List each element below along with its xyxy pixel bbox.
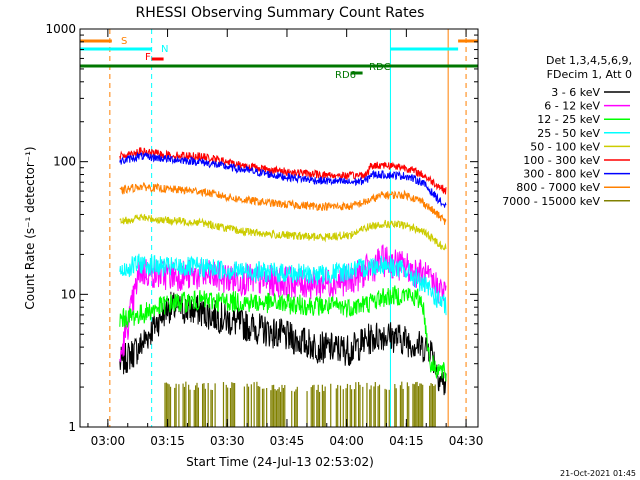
- y-tick-label: 100: [53, 155, 76, 169]
- x-axis: 03:00 03:15 03:30 03:45 04:00 04:15 04:30: [87, 29, 484, 448]
- series-25-50-kev-line: [119, 253, 447, 316]
- flag-f: F: [145, 52, 164, 63]
- series-800-7000-kev: [119, 182, 447, 225]
- series-6-12-kev-line: [119, 244, 447, 363]
- x-tick-label: 03:45: [270, 434, 305, 448]
- legend-header-line-2: FDecim 1, Att 0: [547, 68, 632, 81]
- series-3-6-kev-line: [119, 291, 447, 396]
- flag-rd6: RD6: [335, 70, 363, 81]
- flag-s-label: S: [121, 36, 127, 47]
- series-12-25-kev-line: [119, 285, 447, 382]
- legend-item-300-800-kev-label: 300 - 800 keV: [523, 168, 600, 181]
- y-axis-label: Count Rate (s⁻¹ detector⁻¹): [23, 146, 37, 309]
- legend: Det 1,3,4,5,6,9, FDecim 1, Att 0 3 - 6 k…: [502, 54, 632, 208]
- x-tick-label: 04:00: [329, 434, 364, 448]
- legend-item-100-300-kev: 100 - 300 keV: [523, 154, 630, 167]
- legend-item-3-6-kev-label: 3 - 6 keV: [551, 86, 600, 99]
- series-25-50-kev: [119, 253, 447, 316]
- series-50-100-kev: [119, 213, 447, 251]
- legend-item-7000-15000-kev: 7000 - 15000 keV: [502, 195, 630, 208]
- x-axis-label: Start Time (24-Jul-13 02:53:02): [186, 455, 374, 469]
- y-tick-label: 10: [61, 287, 76, 301]
- series-6-12-kev: [119, 244, 447, 363]
- x-tick-label: 04:15: [389, 434, 424, 448]
- legend-item-3-6-kev: 3 - 6 keV: [551, 86, 630, 99]
- chart-title: RHESSI Observing Summary Count Rates: [136, 5, 425, 21]
- flag-rdc: RDC: [80, 62, 478, 73]
- legend-header-line-1: Det 1,3,4,5,6,9,: [546, 54, 632, 67]
- legend-item-100-300-kev-label: 100 - 300 keV: [523, 154, 600, 167]
- flag-f-label: F: [145, 52, 151, 63]
- x-tick-label: 03:00: [91, 434, 126, 448]
- flag-rdc-label: RDC: [369, 62, 391, 73]
- legend-item-6-12-kev: 6 - 12 keV: [544, 100, 630, 113]
- series-800-7000-kev-line: [119, 182, 447, 225]
- series-300-800-kev: [119, 151, 447, 208]
- plot-frame: [79, 28, 479, 428]
- legend-item-300-800-kev: 300 - 800 keV: [523, 168, 630, 181]
- timestamp: 21-Oct-2021 01:45: [560, 469, 636, 478]
- x-tick-label: 03:15: [150, 434, 185, 448]
- series-7000-15000-kev: [164, 381, 436, 427]
- flag-n: N: [80, 44, 459, 55]
- series-50-100-kev-line: [119, 213, 447, 251]
- legend-item-12-25-kev: 12 - 25 keV: [537, 113, 630, 126]
- legend-item-50-100-kev: 50 - 100 keV: [530, 140, 630, 153]
- y-tick-label: 1: [68, 420, 76, 434]
- legend-item-25-50-kev: 25 - 50 keV: [537, 127, 630, 140]
- x-tick-label: 03:30: [210, 434, 245, 448]
- x-tick-label: 04:30: [449, 434, 484, 448]
- series-12-25-kev: [119, 285, 447, 382]
- series-3-6-kev: [119, 291, 447, 396]
- y-tick-label: 1000: [45, 22, 76, 36]
- legend-item-800-7000-kev-label: 800 - 7000 keV: [516, 181, 600, 194]
- legend-item-25-50-kev-label: 25 - 50 keV: [537, 127, 600, 140]
- legend-item-12-25-kev-label: 12 - 25 keV: [537, 113, 600, 126]
- legend-item-6-12-kev-label: 6 - 12 keV: [544, 100, 600, 113]
- flag-rd6-label: RD6: [335, 70, 356, 81]
- y-axis: 1 10 100 1000: [45, 22, 478, 434]
- legend-item-800-7000-kev: 800 - 7000 keV: [516, 181, 630, 194]
- plot-area: S NF RD6 RDC: [79, 29, 478, 427]
- series-300-800-kev-line: [119, 151, 447, 208]
- flag-s: S: [80, 36, 478, 47]
- flag-n-label: N: [161, 44, 168, 55]
- legend-item-50-100-kev-label: 50 - 100 keV: [530, 140, 600, 153]
- legend-item-7000-15000-kev-label: 7000 - 15000 keV: [502, 195, 600, 208]
